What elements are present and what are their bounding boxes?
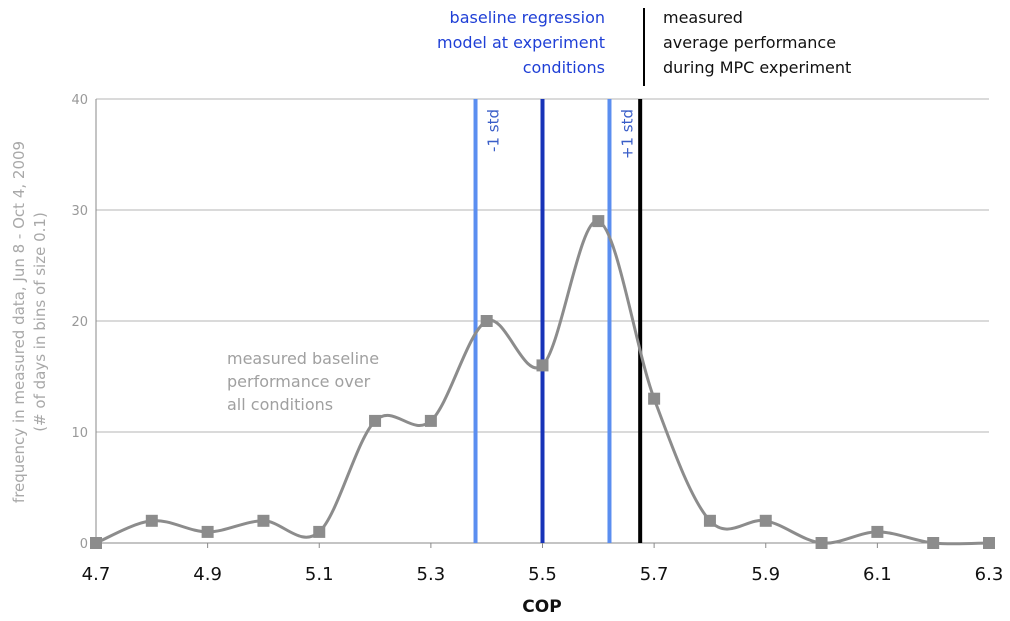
- y-tick-label: 40: [71, 93, 88, 108]
- data-point: [536, 359, 549, 372]
- x-tick-label: 5.7: [640, 564, 669, 585]
- data-point: [815, 537, 828, 549]
- x-tick-label: 4.7: [82, 564, 111, 585]
- x-tick-label: 5.1: [305, 564, 334, 585]
- x-tick-label: 6.1: [863, 564, 892, 585]
- annotation-baseline-perf-line2: performance over: [227, 372, 371, 391]
- series-layer: [90, 215, 995, 549]
- data-point: [759, 514, 772, 527]
- annotation-baseline-model-line1: baseline regression: [450, 8, 605, 27]
- y-tick-label: 30: [71, 204, 88, 219]
- x-axis-label: COP: [522, 597, 561, 617]
- x-tick-label: 4.9: [193, 564, 222, 585]
- y-axis-label-2: (# of days in bins of size 0.1): [31, 212, 49, 432]
- annotation-measured-line1: measured: [663, 8, 743, 27]
- annotation-baseline-model-line2: model at experiment: [437, 33, 605, 52]
- y-tick-label: 0: [80, 537, 88, 552]
- x-tick-label: 5.9: [751, 564, 780, 585]
- data-point: [648, 392, 661, 405]
- data-point: [927, 537, 940, 549]
- data-point: [592, 215, 605, 228]
- annotation-measured-line3: during MPC experiment: [663, 58, 851, 77]
- data-point: [145, 514, 158, 527]
- data-point: [871, 525, 884, 538]
- annotation-baseline-model-line3: conditions: [523, 58, 605, 77]
- data-point: [313, 525, 326, 538]
- data-point: [369, 414, 382, 427]
- x-tick-label: 5.5: [528, 564, 557, 585]
- annotation-baseline-perf-line3: all conditions: [227, 395, 333, 414]
- reference-lines: -1 std +1 std: [473, 99, 643, 543]
- reference-line-label: +1 std: [618, 109, 636, 159]
- y-axis-label: frequency in measured data, Jun 8 - Oct …: [10, 141, 28, 503]
- x-tick-label: 5.3: [417, 564, 446, 585]
- tick-labels: 0 10 20 30 40 4.7 4.9 5.1 5.3 5.5 5.7 5.9 6.1 6.3: [71, 93, 1003, 585]
- annotation-baseline-perf-line1: measured baseline: [227, 349, 379, 368]
- data-point: [90, 537, 102, 549]
- data-point: [983, 537, 995, 549]
- y-tick-label: 10: [71, 426, 88, 441]
- data-point: [703, 514, 716, 527]
- data-point: [201, 525, 214, 538]
- data-point: [424, 414, 437, 427]
- y-tick-label: 20: [71, 315, 88, 330]
- x-tick-label: 6.3: [975, 564, 1004, 585]
- reference-line-label: -1 std: [485, 109, 503, 152]
- data-point: [257, 514, 270, 527]
- data-point: [480, 315, 493, 327]
- annotation-measured-line2: average performance: [663, 33, 836, 52]
